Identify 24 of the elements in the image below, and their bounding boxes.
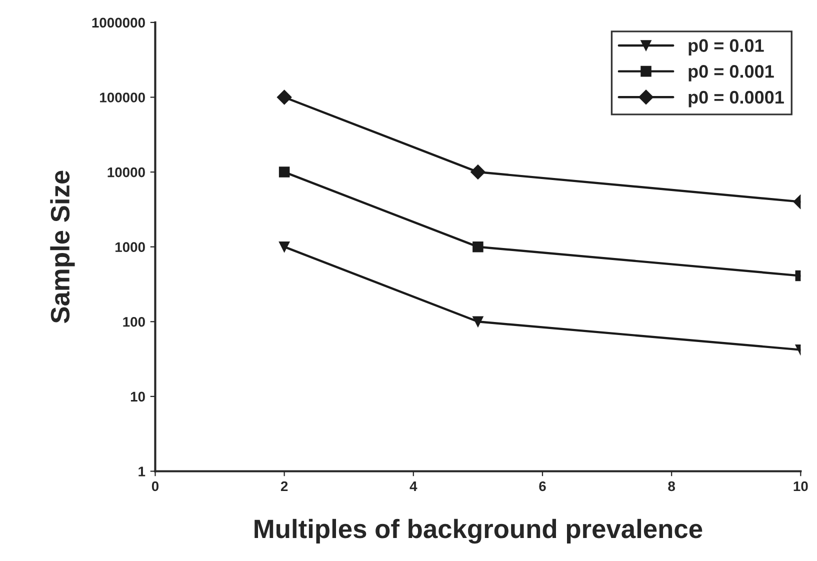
legend-label: p0 = 0.001 [688, 65, 774, 82]
y-tick-label: 10 [130, 392, 145, 402]
y-tick-label: 100000 [100, 92, 145, 102]
x-tick-label: 2 [280, 481, 288, 492]
x-axis-title: Multiples of background prevalence [254, 518, 702, 544]
x-tick-label: 6 [539, 481, 546, 492]
x-tick-label: 10 [794, 481, 808, 492]
point [278, 241, 290, 252]
y-tick-label: 1000000 [92, 18, 145, 28]
y-tick-label: 1000 [115, 242, 145, 252]
y-axis-title: Sample Size [50, 170, 75, 324]
x-tick-label: 4 [410, 481, 418, 492]
point [472, 316, 484, 328]
point [278, 166, 290, 178]
y-tick-label: 10000 [108, 167, 145, 178]
y-tick-label: 100 [123, 316, 145, 327]
legend-label: p0 = 0.0001 [688, 90, 784, 108]
point [472, 241, 484, 252]
x-tick-label: 0 [152, 481, 159, 492]
point [470, 164, 486, 180]
x-tick-label: 8 [668, 481, 676, 492]
legend-label: p0 = 0.01 [688, 39, 764, 56]
point [276, 90, 292, 105]
y-tick-label: 1 [138, 466, 146, 476]
